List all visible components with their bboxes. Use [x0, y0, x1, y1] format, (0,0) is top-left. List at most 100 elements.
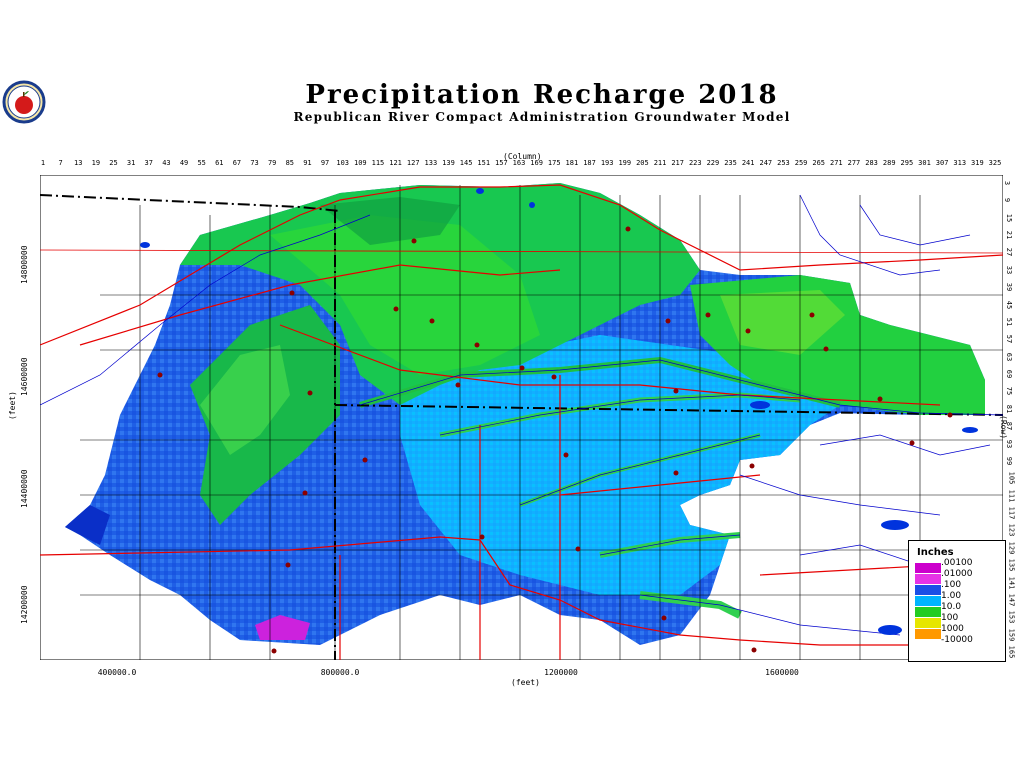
recharge-map: [40, 175, 1003, 660]
column-tick-label: 7: [58, 159, 63, 167]
highways: [40, 184, 1003, 660]
column-tick-label: 241: [741, 159, 755, 167]
row-tick-label: 141: [1007, 576, 1016, 589]
column-tick-label: 127: [406, 159, 420, 167]
column-tick-label: 193: [600, 159, 614, 167]
row-tick-label: 159: [1007, 628, 1016, 641]
legend-swatch: [915, 640, 941, 650]
column-tick-label: 199: [618, 159, 632, 167]
legend-label: 10.0: [941, 602, 962, 612]
row-tick-label: 69: [1005, 369, 1014, 379]
row-tick-label: 51: [1005, 317, 1014, 327]
row-tick-label: 3: [1003, 180, 1012, 186]
column-tick-label: 277: [847, 159, 861, 167]
legend-swatch: [915, 596, 941, 606]
legend-label: 100: [941, 613, 959, 623]
column-tick-label: 325: [988, 159, 1002, 167]
column-tick-label: 175: [547, 159, 561, 167]
row-tick-label: 165: [1007, 645, 1016, 659]
row-tick-label: 147: [1007, 593, 1016, 607]
column-tick-label: 145: [459, 159, 473, 167]
row-tick-label: 117: [1007, 506, 1016, 520]
column-tick-label: 169: [530, 159, 543, 167]
column-tick-label: 151: [477, 159, 491, 167]
map-subtitle: Republican River Compact Administration …: [293, 110, 791, 124]
legend-swatch: [915, 629, 941, 639]
column-tick-label: 187: [583, 159, 596, 167]
y-axis-unit-label: (feet): [8, 391, 17, 420]
towns: [157, 226, 953, 654]
column-tick-label: 1: [40, 159, 46, 167]
column-tick-label: 313: [953, 159, 967, 167]
row-tick-label: 33: [1005, 265, 1014, 275]
column-tick-label: 181: [565, 159, 579, 167]
column-tick-label: 157: [495, 159, 508, 167]
column-tick-label: 265: [812, 159, 826, 167]
column-tick-label: 259: [794, 159, 808, 167]
column-tick-label: 31: [126, 159, 136, 167]
row-tick-label: 39: [1005, 283, 1014, 292]
legend-label: .01000: [941, 569, 973, 579]
legend-label: 1.00: [941, 591, 962, 601]
legend-swatch: [915, 574, 941, 584]
column-tick-label: 13: [74, 159, 83, 167]
column-tick-label: 289: [882, 159, 896, 167]
y-tick-label: 14200000: [20, 585, 29, 624]
legend-swatch: [915, 563, 941, 573]
legend-label: .00100: [941, 558, 973, 568]
legend-swatch: [915, 585, 941, 595]
column-tick-label: 247: [759, 159, 773, 167]
row-tick-label: 45: [1005, 300, 1014, 309]
low-recharge-patch: [255, 615, 310, 640]
y-tick-label: 14800000: [20, 245, 29, 284]
row-tick-label: 57: [1005, 335, 1014, 344]
column-tick-label: 235: [724, 159, 737, 167]
row-tick-label: 99: [1005, 456, 1014, 466]
column-tick-label: 73: [250, 159, 259, 167]
x-axis-unit-label: (feet): [511, 678, 540, 687]
y-tick-label: 14400000: [20, 469, 29, 508]
column-tick-label: 271: [830, 159, 843, 167]
column-tick-label: 307: [935, 159, 949, 167]
column-tick-label: 115: [371, 159, 385, 167]
row-tick-label: 27: [1005, 248, 1014, 257]
row-tick-label: 105: [1007, 471, 1016, 485]
row-tick-label: 81: [1005, 404, 1014, 414]
legend-title: Inches: [917, 547, 954, 558]
column-tick-label: 295: [900, 159, 914, 167]
column-tick-label: 223: [688, 159, 702, 167]
column-tick-label: 19: [91, 159, 101, 167]
column-tick-label: 205: [636, 159, 649, 167]
column-tick-label: 91: [303, 159, 312, 167]
x-tick-label: 800000.0: [320, 668, 360, 677]
column-tick-label: 43: [162, 159, 171, 167]
row-tick-label: 93: [1005, 439, 1014, 448]
row-tick-label: 21: [1005, 230, 1014, 240]
column-tick-label: 163: [512, 159, 526, 167]
column-axis-label: (Column): [503, 152, 542, 161]
column-tick-label: 109: [354, 159, 367, 167]
column-tick-label: 217: [671, 159, 684, 167]
legend-label: -10000: [941, 635, 973, 645]
x-tick-label: 400000.0: [97, 668, 137, 677]
row-tick-label: 135: [1007, 558, 1016, 572]
legend-label: .100: [941, 580, 962, 590]
column-tick-label: 283: [865, 159, 878, 167]
row-tick-label: 129: [1007, 541, 1016, 555]
column-tick-label: 25: [109, 159, 118, 167]
column-tick-labels: 1 7 13 19 25 31 37 43 49 55 61 67 73 79 85 91 97 103 109 11…: [0, 159, 1024, 171]
row-tick-label: 63: [1005, 352, 1014, 361]
lakes: [140, 188, 978, 635]
y-tick-label: 14600000: [20, 357, 29, 396]
row-tick-label: 15: [1005, 213, 1014, 222]
column-tick-label: 229: [706, 159, 720, 167]
row-tick-label: 111: [1007, 489, 1016, 502]
column-tick-label: 85: [285, 159, 295, 167]
column-tick-label: 49: [179, 159, 189, 167]
column-tick-label: 61: [215, 159, 224, 167]
legend-label: 1000: [941, 624, 964, 634]
row-tick-label: 75: [1005, 387, 1014, 396]
column-tick-label: 103: [336, 159, 350, 167]
column-tick-label: 37: [144, 159, 153, 167]
column-tick-label: 67: [232, 159, 242, 167]
